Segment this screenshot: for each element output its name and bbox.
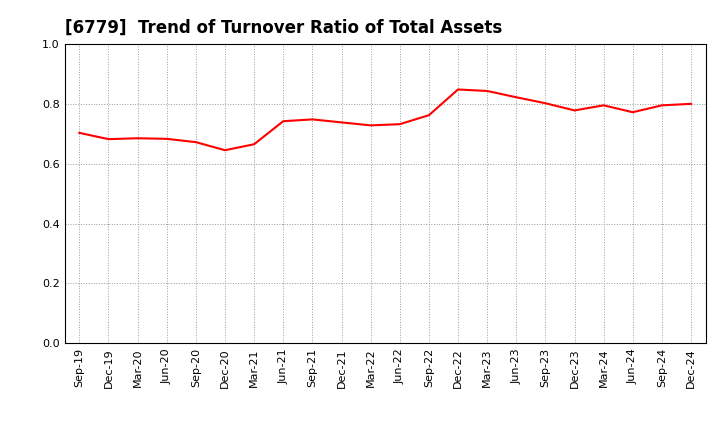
Text: [6779]  Trend of Turnover Ratio of Total Assets: [6779] Trend of Turnover Ratio of Total … — [65, 19, 502, 37]
